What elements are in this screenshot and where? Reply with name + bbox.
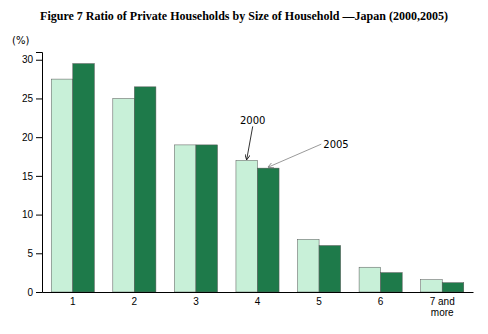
annotation-arrow: [268, 144, 321, 167]
bar-series: [73, 64, 464, 292]
bar: [319, 246, 341, 292]
x-tick: 3: [193, 296, 199, 307]
bar: [442, 283, 464, 292]
bars: [51, 64, 464, 292]
annotation: 2005: [323, 139, 348, 150]
y-tick-label: 25: [22, 93, 34, 104]
y-tick-label: 15: [22, 171, 34, 182]
x-tick-label: 7 andmore: [430, 296, 455, 318]
x-tick-label-line: 5: [316, 296, 322, 307]
chart: Figure 7 Ratio of Private Households by …: [0, 0, 488, 334]
y-tick: 10: [22, 209, 42, 220]
x-tick-label-line: 6: [378, 296, 384, 307]
annotation-arrow: [247, 126, 253, 159]
y-tick-mark: [36, 176, 42, 177]
x-tick-label-line: 4: [255, 296, 261, 307]
y-tick: 20: [22, 132, 42, 143]
y-tick: 0: [27, 287, 42, 298]
x-tick: 1: [70, 296, 76, 307]
x-tick-label-line: 2: [132, 296, 138, 307]
y-axis-line: [36, 53, 43, 293]
x-tick-label-line: 3: [193, 296, 199, 307]
y-tick-mark: [36, 98, 42, 99]
y-tick-label: 5: [27, 248, 33, 259]
y-tick-mark: [36, 292, 42, 293]
y-tick-mark: [36, 215, 42, 216]
y-tick: 30: [22, 54, 42, 65]
annotations: 2000 2005: [240, 115, 349, 167]
y-tick-label: 30: [22, 54, 34, 65]
bar: [51, 79, 73, 292]
title: Figure 7 Ratio of Private Households by …: [40, 9, 448, 23]
x-tick-label: 1: [70, 296, 76, 307]
annotation: 2000: [240, 115, 265, 126]
plot: 0 5 10 15 20 25 30 1 2 3 4 5 6 7 andmore (%) 2000 2005: [12, 35, 474, 318]
y-label: (%): [12, 35, 29, 46]
x-tick-label: 3: [193, 296, 199, 307]
y-tick-mark: [36, 137, 42, 138]
x-axis: 1 2 3 4 5 6 7 andmore: [43, 293, 474, 319]
bar-series: [51, 79, 442, 292]
x-tick: 4: [255, 296, 261, 307]
x-tick-label: 5: [316, 296, 322, 307]
y-tick: 15: [22, 171, 42, 182]
bar: [421, 280, 443, 292]
bar: [298, 239, 320, 292]
y-axis: 0 5 10 15 20 25 30: [22, 53, 43, 298]
bar: [258, 168, 280, 292]
x-tick-label-line: more: [431, 307, 454, 318]
x-tick-label-line: 7 and: [430, 296, 455, 307]
bar: [196, 145, 218, 292]
y-tick-label: 0: [27, 287, 33, 298]
x-tick: 2: [132, 296, 138, 307]
x-tick-label: 2: [132, 296, 138, 307]
y-tick-mark: [36, 60, 42, 61]
y-tick-label: 20: [22, 132, 34, 143]
bar: [113, 98, 135, 292]
bar: [381, 273, 403, 292]
x-tick: 6: [378, 296, 384, 307]
y-tick-mark: [36, 253, 42, 254]
x-tick-label: 4: [255, 296, 261, 307]
y-tick: 5: [27, 248, 42, 259]
bar: [359, 267, 381, 292]
y-tick-label: 10: [22, 209, 34, 220]
x-tick-label-line: 1: [70, 296, 76, 307]
y-tick: 25: [22, 93, 42, 104]
x-tick: 5: [316, 296, 322, 307]
bar: [134, 87, 156, 292]
x-tick-label: 6: [378, 296, 384, 307]
bar: [236, 160, 258, 292]
bar: [73, 64, 95, 292]
x-axis-line: [43, 292, 474, 293]
bar: [174, 145, 196, 292]
x-tick: 7 andmore: [430, 296, 455, 318]
